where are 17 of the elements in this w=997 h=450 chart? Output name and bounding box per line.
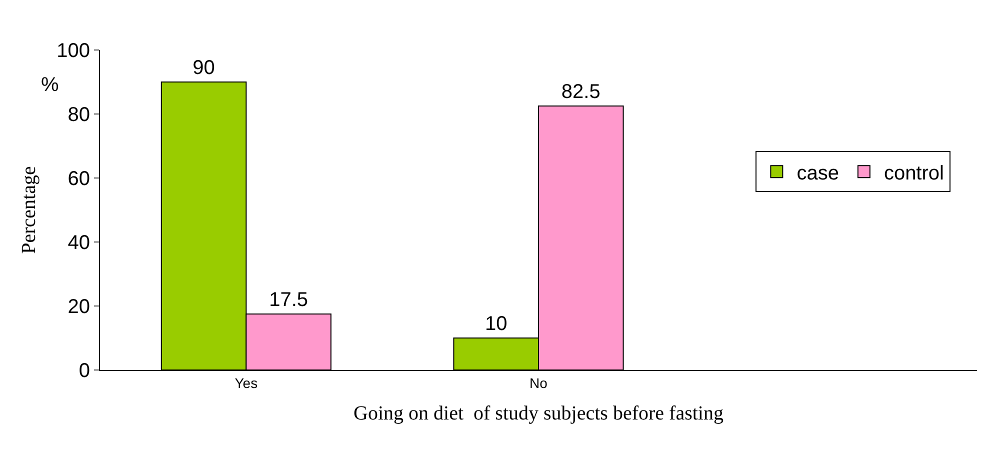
y-tick-label: 0 [78, 360, 90, 382]
y-tick-label: 40 [68, 232, 90, 254]
data-label: 10 [484, 313, 508, 335]
data-label: 17.5 [269, 289, 308, 311]
x-axis-title: Going on diet of study subjects before fasting [354, 402, 724, 424]
legend-label: control [884, 162, 944, 184]
y-tick-label: 80 [68, 104, 90, 126]
text: % [41, 74, 59, 96]
data-label: 82.5 [561, 81, 600, 103]
x-tick-label: Yes [234, 374, 258, 391]
y-tick-label: 60 [68, 168, 90, 190]
x-tick-label: No [530, 374, 548, 391]
y-axis-title: Percentage [18, 166, 40, 254]
legend-label: case [796, 162, 839, 184]
y-tick-label: 100 [56, 40, 90, 62]
data-label: 90 [192, 57, 215, 79]
y-tick-label: 20 [68, 296, 90, 318]
